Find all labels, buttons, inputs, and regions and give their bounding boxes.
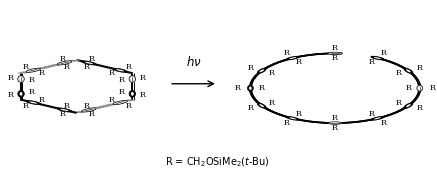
Text: $h\nu$: $h\nu$: [186, 55, 201, 69]
Text: R: R: [64, 63, 70, 71]
Ellipse shape: [113, 68, 128, 72]
Text: R: R: [28, 76, 35, 84]
Text: R: R: [64, 102, 70, 110]
Ellipse shape: [129, 90, 135, 97]
Ellipse shape: [260, 69, 264, 72]
Text: R: R: [395, 69, 402, 77]
Text: R: R: [83, 63, 90, 71]
Ellipse shape: [131, 92, 134, 96]
Ellipse shape: [85, 62, 93, 64]
Text: R: R: [332, 124, 338, 132]
Text: R: R: [83, 102, 90, 110]
Ellipse shape: [116, 69, 124, 71]
Text: R: R: [125, 63, 131, 71]
Ellipse shape: [406, 69, 411, 72]
Ellipse shape: [331, 53, 339, 54]
Text: R: R: [332, 54, 338, 62]
Ellipse shape: [18, 90, 24, 97]
Ellipse shape: [406, 104, 411, 107]
Ellipse shape: [374, 117, 381, 119]
Ellipse shape: [116, 102, 124, 104]
Text: R: R: [22, 102, 28, 110]
Text: R: R: [119, 76, 125, 84]
Text: R: R: [259, 84, 265, 92]
Text: R: R: [109, 96, 115, 103]
Text: R: R: [332, 114, 338, 122]
Ellipse shape: [82, 108, 96, 112]
Text: R: R: [59, 55, 65, 62]
Ellipse shape: [417, 85, 423, 91]
Text: R: R: [381, 49, 387, 57]
Ellipse shape: [289, 57, 296, 59]
Ellipse shape: [371, 116, 384, 120]
Ellipse shape: [404, 103, 413, 108]
Text: R: R: [395, 99, 402, 107]
Ellipse shape: [113, 100, 128, 105]
Text: R: R: [369, 58, 375, 66]
Text: R: R: [38, 96, 44, 103]
Text: R: R: [109, 69, 115, 77]
Ellipse shape: [289, 117, 296, 119]
Ellipse shape: [82, 61, 96, 65]
Ellipse shape: [404, 68, 413, 73]
Ellipse shape: [247, 85, 253, 91]
Text: R: R: [140, 91, 146, 99]
Text: R: R: [430, 84, 436, 92]
Text: R: R: [295, 58, 302, 66]
Ellipse shape: [20, 77, 22, 81]
Text: R: R: [406, 84, 411, 92]
Text: R: R: [125, 102, 131, 110]
Ellipse shape: [60, 109, 69, 111]
Ellipse shape: [257, 103, 266, 108]
Text: R: R: [28, 88, 35, 96]
Ellipse shape: [257, 68, 266, 73]
Ellipse shape: [328, 52, 343, 55]
Ellipse shape: [328, 122, 343, 124]
Ellipse shape: [131, 77, 134, 81]
Text: R = CH$_2$OSiMe$_2$($t$-Bu): R = CH$_2$OSiMe$_2$($t$-Bu): [166, 156, 270, 169]
Text: R: R: [332, 44, 338, 52]
Text: R: R: [247, 64, 253, 72]
Text: R: R: [140, 74, 146, 82]
Text: R: R: [234, 84, 240, 92]
Ellipse shape: [57, 61, 72, 65]
Ellipse shape: [331, 123, 339, 124]
Text: R: R: [38, 69, 44, 77]
Ellipse shape: [60, 62, 69, 64]
Text: R: R: [8, 74, 14, 82]
Text: R: R: [119, 88, 125, 96]
Ellipse shape: [286, 116, 299, 120]
Text: R: R: [59, 110, 65, 118]
Ellipse shape: [29, 102, 37, 104]
Ellipse shape: [419, 87, 421, 90]
Text: R: R: [269, 69, 274, 77]
Text: R: R: [283, 49, 289, 57]
Ellipse shape: [371, 56, 384, 60]
Text: R: R: [283, 119, 289, 127]
Text: R: R: [417, 104, 423, 112]
Ellipse shape: [20, 92, 22, 96]
Ellipse shape: [286, 56, 299, 60]
Text: R: R: [88, 55, 94, 62]
Ellipse shape: [26, 68, 41, 72]
Ellipse shape: [29, 69, 37, 71]
Ellipse shape: [249, 87, 252, 90]
Text: R: R: [295, 110, 302, 118]
Ellipse shape: [26, 100, 41, 105]
Text: R: R: [369, 110, 375, 118]
Text: R: R: [381, 119, 387, 127]
Text: R: R: [269, 99, 274, 107]
Text: R: R: [88, 110, 94, 118]
Ellipse shape: [129, 76, 135, 82]
Ellipse shape: [85, 109, 93, 111]
Ellipse shape: [57, 108, 72, 112]
Text: R: R: [417, 64, 423, 72]
Ellipse shape: [374, 57, 381, 59]
Text: R: R: [22, 63, 28, 71]
Text: R: R: [247, 104, 253, 112]
Text: R: R: [8, 91, 14, 99]
Ellipse shape: [18, 76, 24, 82]
Ellipse shape: [260, 104, 264, 107]
